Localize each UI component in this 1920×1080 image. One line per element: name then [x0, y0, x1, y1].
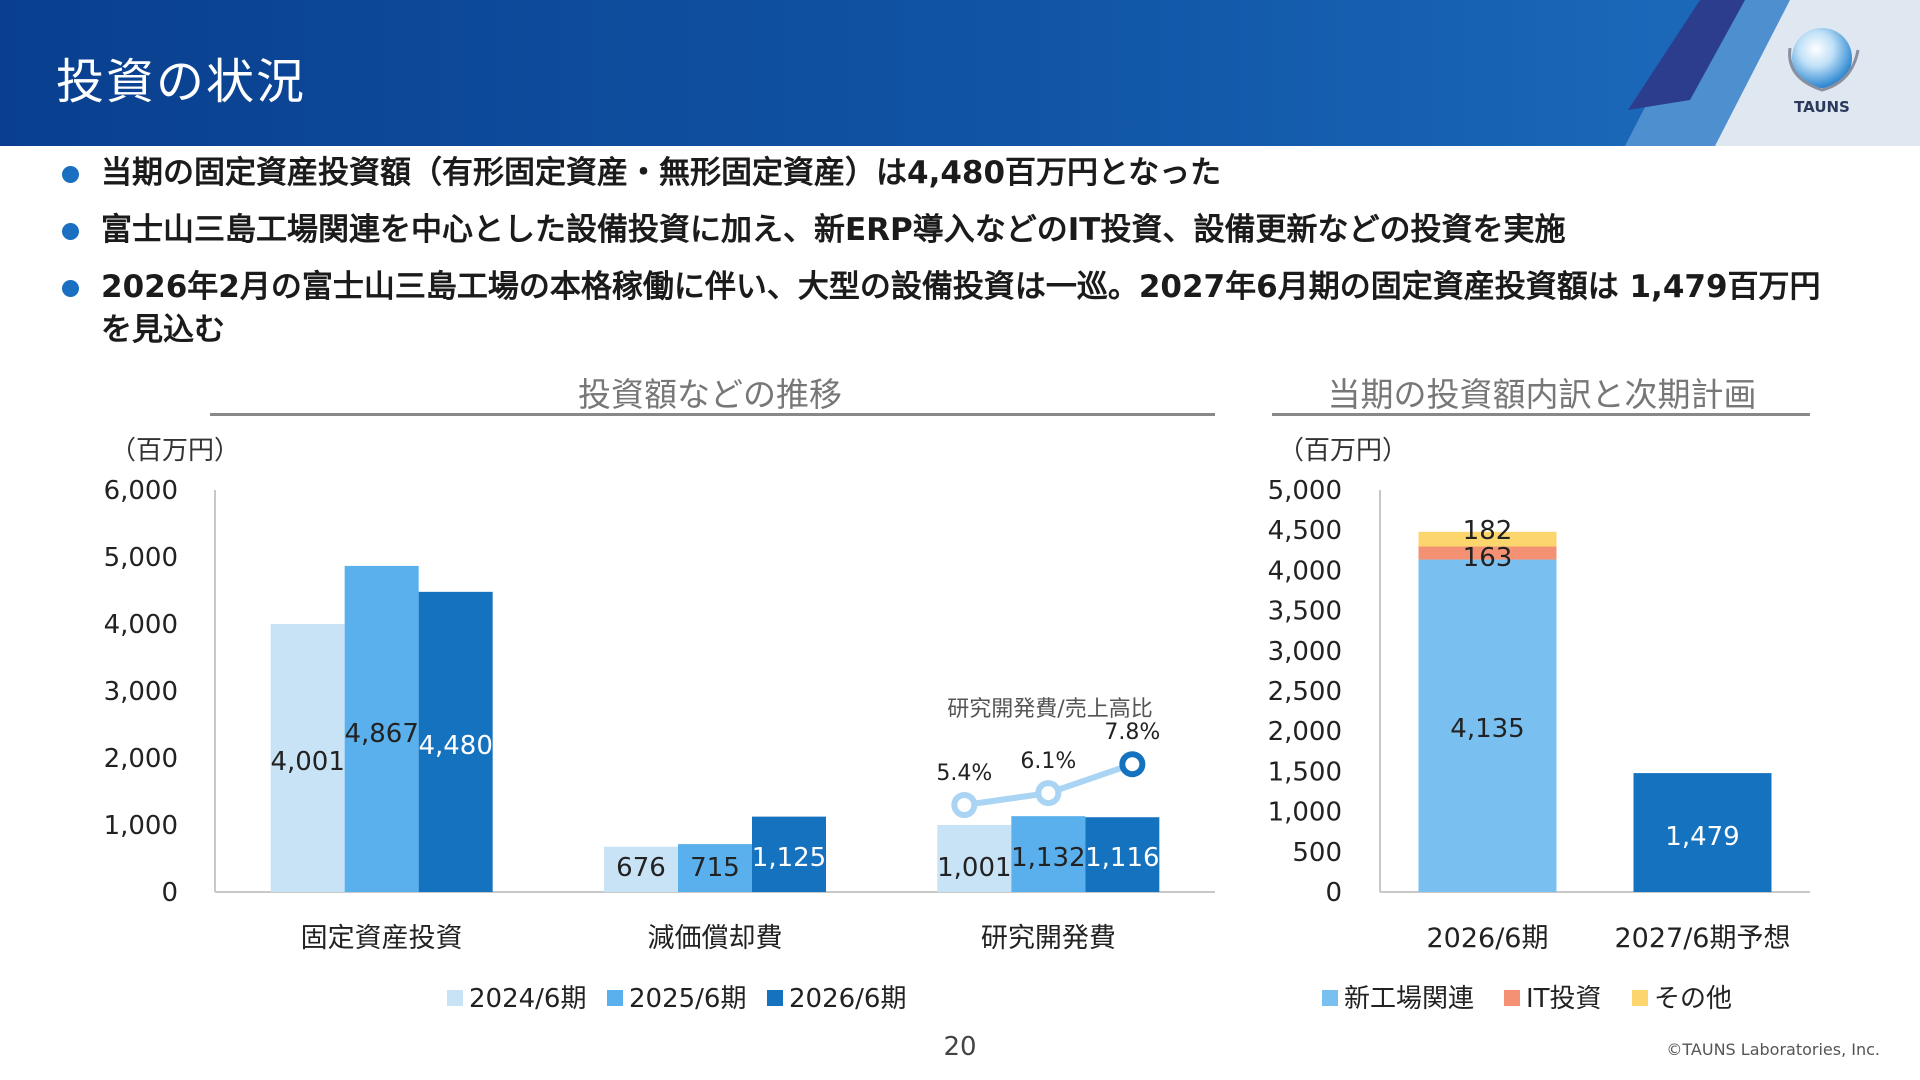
bullet-item: 当期の固定資産投資額（有形固定資産・無形固定資産）は4,480百万円となった	[62, 152, 1862, 195]
page-number: 20	[943, 1032, 977, 1062]
y-tick-label: 3,000	[1268, 637, 1342, 667]
globe-icon	[1792, 28, 1852, 88]
ratio-label: 5.4%	[936, 761, 992, 786]
y-tick-label: 0	[161, 878, 178, 908]
bar	[270, 623, 345, 892]
left-unit-label: （百万円）	[110, 436, 241, 466]
data-label: 715	[690, 853, 740, 883]
y-tick-label: 4,000	[1268, 556, 1342, 586]
bar	[344, 565, 419, 892]
y-tick-label: 500	[1292, 838, 1342, 868]
y-tick-label: 5,000	[1268, 476, 1342, 506]
bar	[418, 591, 493, 892]
bar	[1085, 817, 1160, 892]
bullet-list: 当期の固定資産投資額（有形固定資産・無形固定資産）は4,480百万円となった 富…	[62, 152, 1862, 366]
y-tick-label: 2,500	[1268, 677, 1342, 707]
y-tick-label: 0	[1325, 878, 1342, 908]
right-unit-label: （百万円）	[1278, 436, 1409, 466]
legend-label: IT投資	[1526, 984, 1602, 1014]
bullet-text: 2026年2月の富士山三島工場の本格稼働に伴い、大型の設備投資は一巡。2027年…	[101, 269, 1821, 348]
legend-label: 新工場関連	[1344, 984, 1474, 1014]
data-label: 182	[1463, 516, 1513, 546]
ratio-point	[1119, 751, 1146, 778]
x-tick-label: 研究開発費	[981, 923, 1116, 954]
data-label: 1,001	[937, 853, 1011, 883]
data-label: 1,125	[752, 843, 826, 873]
y-tick-label: 1,500	[1268, 757, 1342, 787]
data-label: 163	[1463, 543, 1513, 573]
bar	[937, 824, 1012, 892]
ratio-point	[1035, 780, 1062, 807]
data-label: 676	[616, 853, 666, 883]
legend-swatch	[1322, 990, 1338, 1006]
bullet-text: 富士山三島工場関連を中心とした設備投資に加え、新ERP導入などのIT投資、設備更…	[101, 212, 1566, 248]
legend-swatch	[1504, 990, 1520, 1006]
data-label: 1,116	[1085, 843, 1159, 873]
data-label: 4,867	[344, 719, 418, 749]
bullet-text: 当期の固定資産投資額（有形固定資産・無形固定資産）は4,480百万円となった	[101, 155, 1222, 191]
bullet-dot-icon	[62, 166, 79, 183]
ratio-line	[963, 761, 1134, 808]
page-title: 投資の状況	[56, 54, 307, 110]
bar	[678, 844, 752, 892]
y-tick-label: 1,000	[104, 811, 178, 841]
right-chart-title: 当期の投資額内訳と次期計画	[1327, 375, 1757, 414]
legend-swatch	[447, 990, 463, 1006]
data-label: 4,135	[1450, 714, 1524, 744]
legend-swatch	[767, 990, 783, 1006]
bullet-dot-icon	[62, 223, 79, 240]
y-tick-label: 3,500	[1268, 597, 1342, 627]
ratio-label: 7.8%	[1104, 720, 1160, 745]
y-tick-label: 5,000	[104, 543, 178, 573]
tauns-logo: TAUNS	[1788, 28, 1860, 116]
y-tick-label: 3,000	[104, 677, 178, 707]
y-tick-label: 4,000	[104, 610, 178, 640]
x-tick-label: 固定資産投資	[301, 923, 463, 954]
x-tick-label: 減価償却費	[648, 923, 783, 954]
copyright: ©TAUNS Laboratories, Inc.	[1666, 1040, 1880, 1059]
right-title-rule	[1272, 413, 1810, 416]
legend-swatch	[607, 990, 623, 1006]
legend-label: 2025/6期	[629, 984, 746, 1014]
stacked-segment	[1418, 559, 1557, 892]
stacked-segment	[1418, 531, 1557, 547]
bullet-dot-icon	[62, 280, 79, 297]
ratio-line-name: 研究開発費/売上高比	[947, 697, 1152, 722]
forecast-bar	[1633, 773, 1772, 892]
y-tick-label: 4,500	[1268, 516, 1342, 546]
y-tick-label: 2,000	[1268, 717, 1342, 747]
x-tick-label: 2026/6期	[1427, 923, 1549, 954]
data-label: 1,479	[1665, 822, 1739, 852]
ratio-point	[951, 792, 978, 818]
data-label: 4,001	[270, 747, 344, 777]
bar	[752, 816, 826, 892]
legend-swatch	[1632, 990, 1648, 1006]
bullet-item: 富士山三島工場関連を中心とした設備投資に加え、新ERP導入などのIT投資、設備更…	[62, 209, 1862, 252]
ratio-label: 6.1%	[1020, 749, 1076, 774]
stacked-segment	[1418, 546, 1557, 560]
logo-text: TAUNS	[1794, 98, 1850, 116]
left-title-rule	[210, 413, 1215, 416]
legend-label: その他	[1654, 984, 1732, 1014]
bullet-item: 2026年2月の富士山三島工場の本格稼働に伴い、大型の設備投資は一巡。2027年…	[62, 266, 1862, 352]
y-tick-label: 1,000	[1268, 798, 1342, 828]
legend-label: 2024/6期	[469, 984, 586, 1014]
legend-label: 2026/6期	[789, 984, 906, 1014]
header-bar: 投資の状況 TAUNS	[0, 0, 1920, 146]
data-label: 1,132	[1011, 843, 1085, 873]
y-tick-label: 6,000	[104, 476, 178, 506]
y-tick-label: 2,000	[104, 744, 178, 774]
bar	[604, 846, 678, 892]
x-tick-label: 2027/6期予想	[1615, 923, 1791, 954]
bar	[1011, 816, 1086, 892]
data-label: 4,480	[418, 731, 492, 761]
left-chart-title: 投資額などの推移	[578, 375, 842, 414]
